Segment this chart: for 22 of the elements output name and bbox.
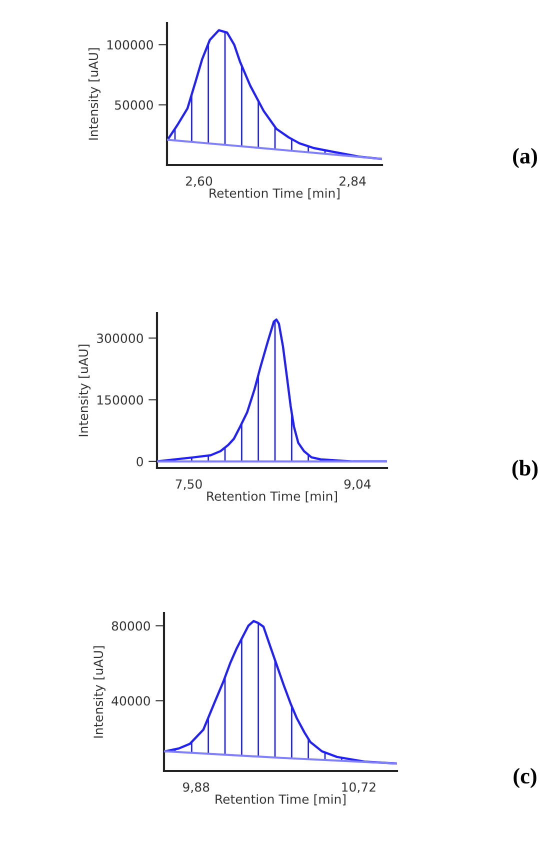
x-tick-label: 10,72 <box>342 782 376 794</box>
x-tick-label: 2,60 <box>186 176 212 188</box>
text: (b) <box>512 460 538 480</box>
y-tick-label: 40000 <box>112 696 150 706</box>
x-tick-label: 7,50 <box>176 479 202 490</box>
y-tick-label: 100000 <box>107 40 153 50</box>
y-tick-label: 0 <box>136 456 143 466</box>
x-axis-title: Retention Time [min] <box>216 794 346 806</box>
x-tick-label: 9,88 <box>182 782 210 794</box>
y-axis-title: Intensity [uAU] <box>88 48 101 140</box>
x-axis-title: Retention Time [min] <box>210 188 340 200</box>
y-axis-title: Intensity [uAU] <box>78 344 91 436</box>
y-tick-label: 80000 <box>112 621 150 631</box>
y-tick-label: 50000 <box>115 100 153 110</box>
y-axis-title: Intensity [uAU] <box>93 646 106 738</box>
y-tick-label: 300000 <box>97 334 143 344</box>
x-axis-title: Retention Time [min] <box>207 491 337 502</box>
x-tick-label: 2,84 <box>340 176 366 188</box>
text: (a) <box>513 148 537 168</box>
y-tick-label: 150000 <box>97 395 143 405</box>
text: (c) <box>514 768 536 788</box>
x-tick-label: 9,04 <box>344 479 371 490</box>
